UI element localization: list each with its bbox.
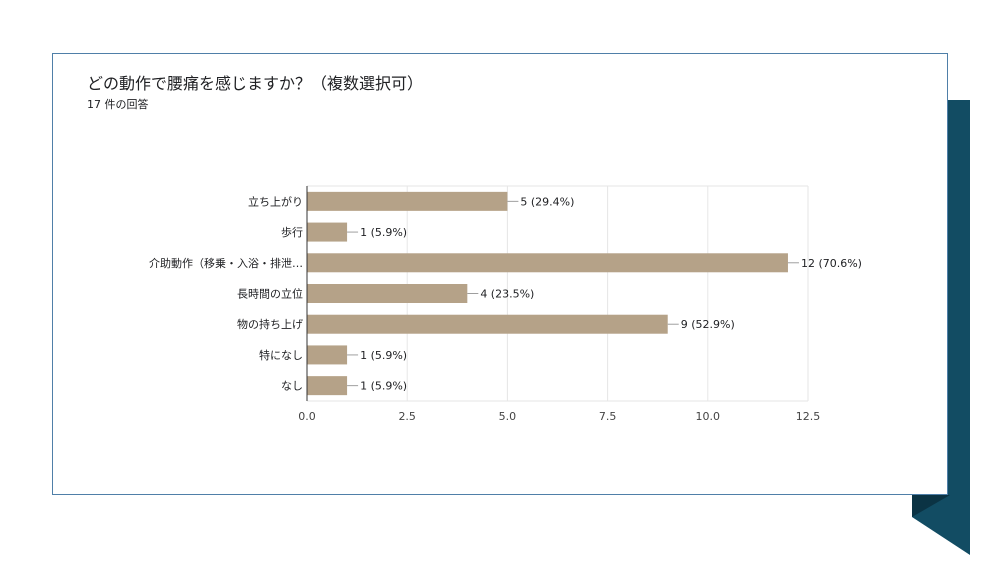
data-label: 1 (5.9%)	[360, 380, 407, 393]
x-tick-label: 12.5	[796, 410, 821, 423]
category-label: 介助動作（移乗・入浴・排泄…	[149, 256, 303, 270]
bar	[307, 284, 468, 303]
chart-title: どの動作で腰痛を感じますか？（複数選択可）	[87, 74, 424, 93]
category-label: 立ち上がり	[248, 194, 303, 208]
category-label: 特になし	[259, 348, 303, 362]
x-tick-label: 7.5	[599, 410, 617, 423]
bar	[307, 376, 348, 396]
bar	[307, 314, 668, 334]
labels: 0.0 2.5 5.0 7.5 10.0 12.5 立ち上がり 5 (29.4%) 歩行 1 (5…	[149, 194, 862, 423]
data-label: 1 (5.9%)	[360, 226, 407, 239]
bar	[307, 222, 348, 242]
x-tick-label: 0.0	[298, 410, 316, 423]
response-count: 17 件の回答	[87, 98, 149, 111]
bars	[307, 191, 788, 396]
category-label: 長時間の立位	[237, 287, 303, 301]
chart-card	[52, 53, 948, 495]
x-tick-label: 2.5	[398, 410, 416, 423]
x-tick-label: 10.0	[696, 410, 721, 423]
category-label: 歩行	[281, 225, 303, 239]
data-label: 5 (29.4%)	[520, 195, 574, 208]
bar	[307, 345, 348, 365]
data-label: 1 (5.9%)	[360, 349, 407, 362]
category-label: なし	[281, 380, 303, 393]
category-label: 物の持ち上げ	[237, 317, 303, 331]
bar	[307, 191, 508, 211]
teal-corner-shadow	[912, 495, 950, 517]
data-label: 9 (52.9%)	[681, 318, 735, 331]
data-label: 12 (70.6%)	[801, 257, 862, 270]
x-tick-label: 5.0	[499, 410, 517, 423]
bar	[307, 253, 788, 273]
data-label: 4 (23.5%)	[480, 288, 534, 301]
